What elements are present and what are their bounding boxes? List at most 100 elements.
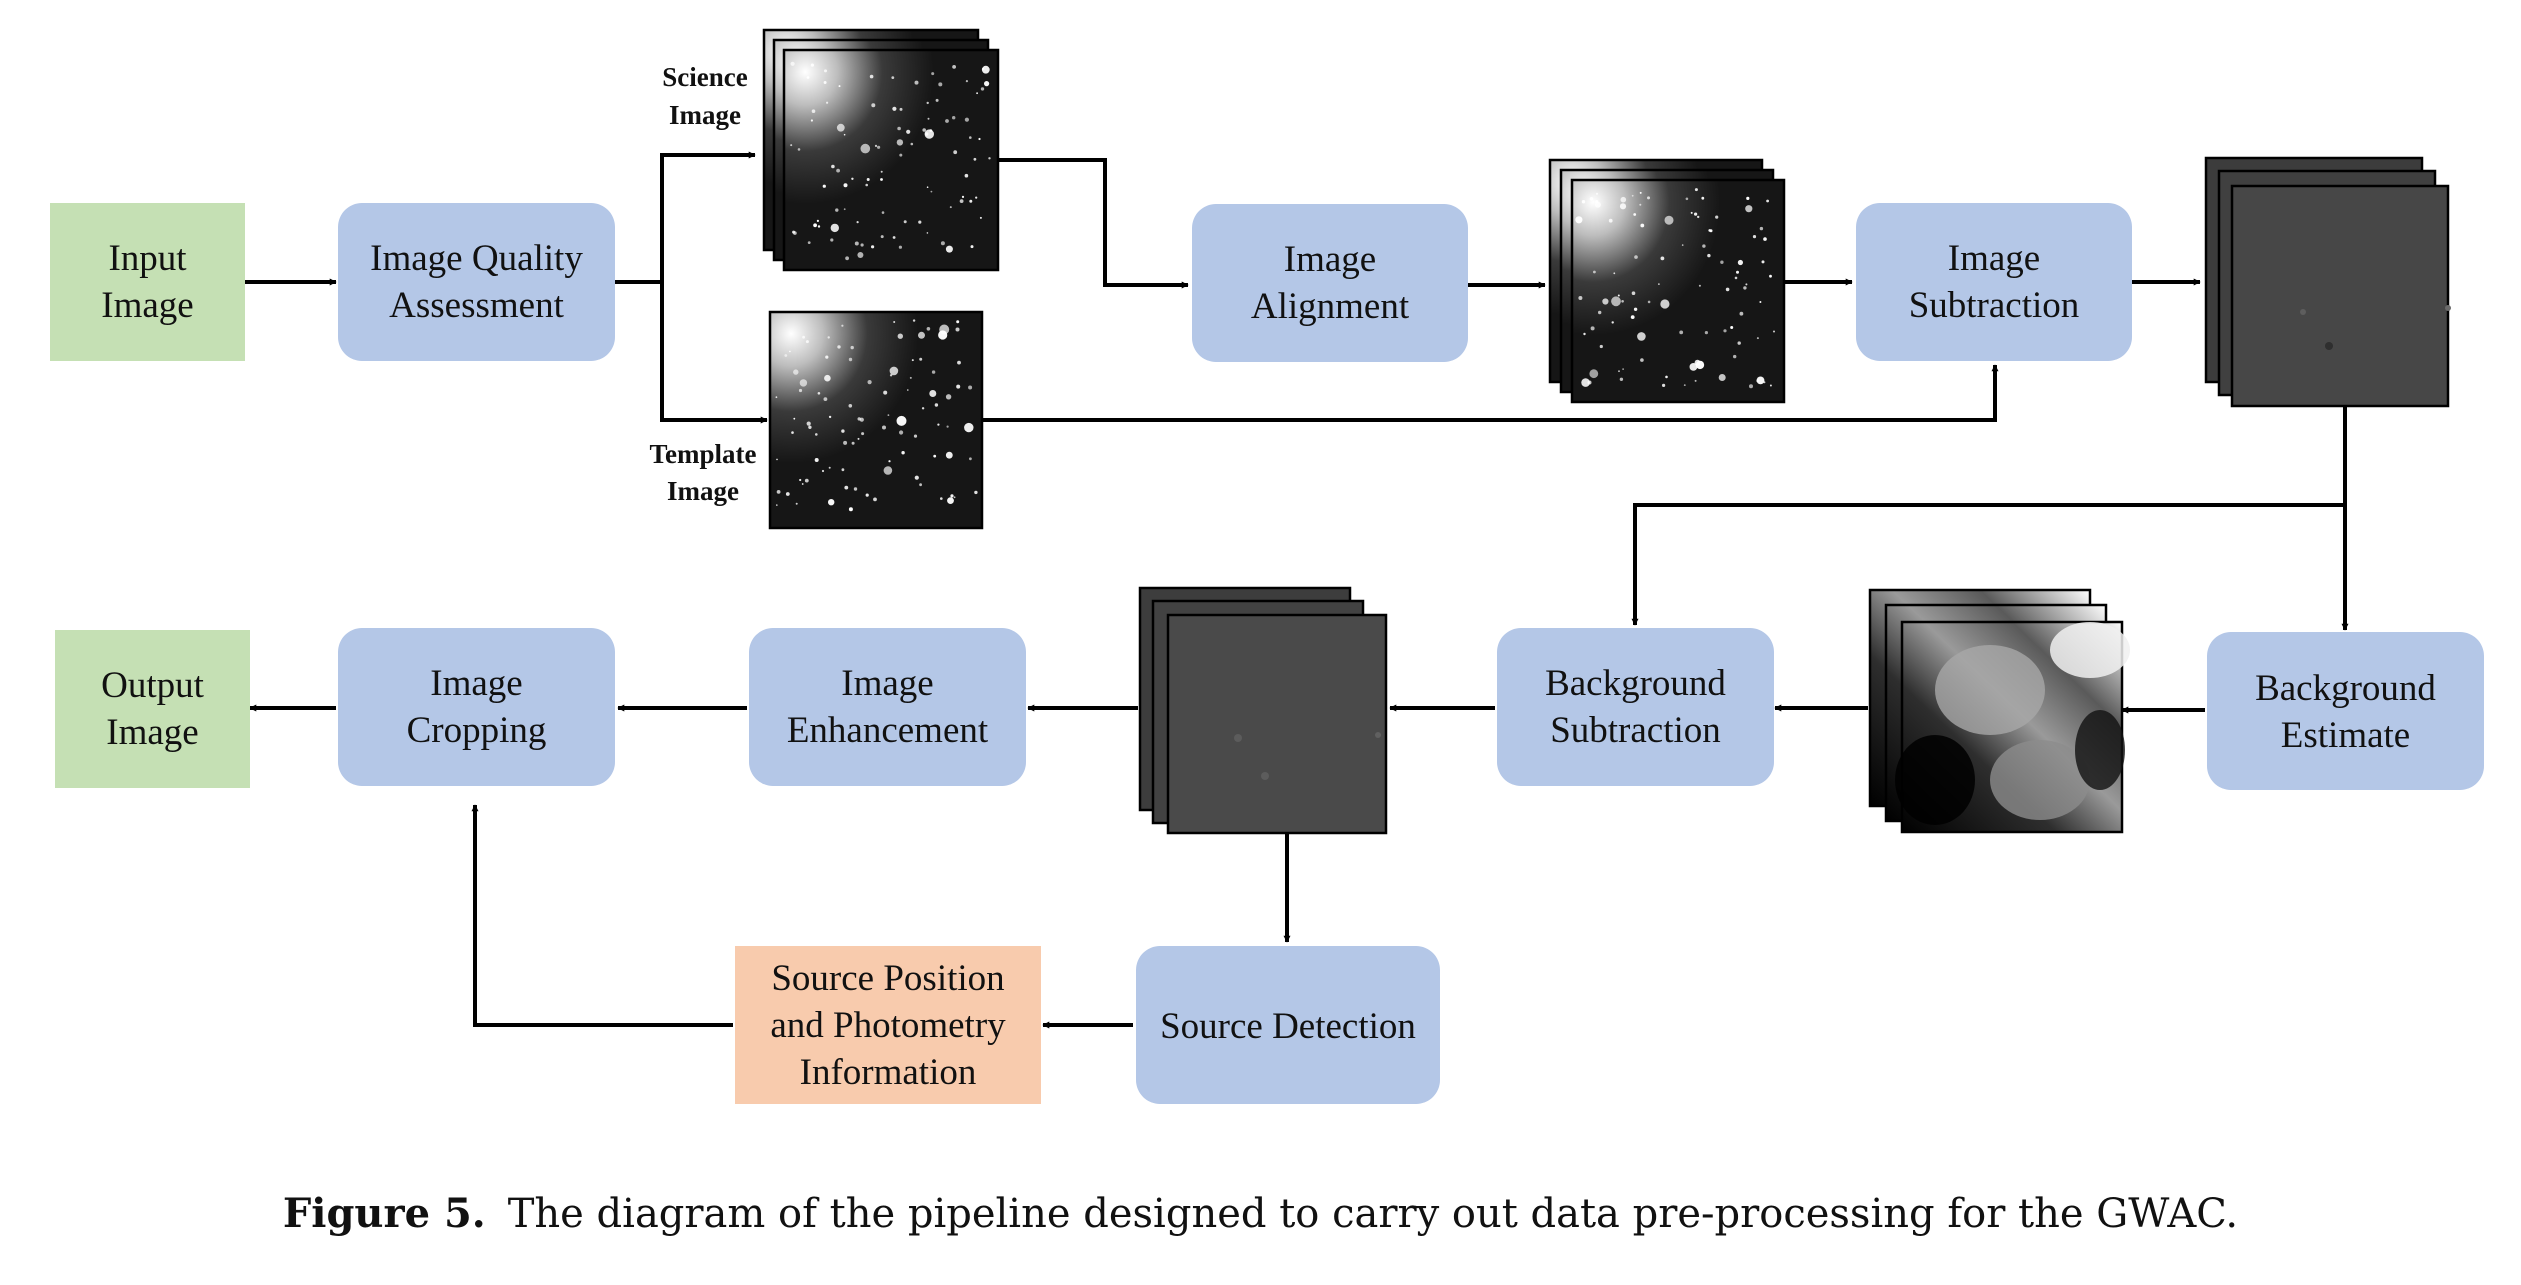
star-dot bbox=[848, 507, 853, 512]
star-dot bbox=[841, 429, 845, 433]
star-dot bbox=[950, 494, 954, 498]
star-dot bbox=[854, 241, 859, 246]
star-dot bbox=[926, 186, 929, 188]
star-dot bbox=[912, 319, 916, 322]
star-dot bbox=[826, 101, 829, 104]
star-dot bbox=[861, 432, 865, 436]
star-dot bbox=[968, 385, 973, 390]
star-dot bbox=[947, 497, 954, 504]
star-dot bbox=[1763, 237, 1767, 241]
star-dot bbox=[1773, 330, 1775, 333]
star-dot bbox=[797, 148, 801, 151]
star-dot bbox=[1665, 375, 1668, 379]
star-dot bbox=[927, 117, 930, 120]
star-dot bbox=[1647, 300, 1651, 304]
science-image-label-2: Image bbox=[669, 100, 741, 130]
star-dot bbox=[1633, 213, 1637, 216]
star-dot bbox=[1689, 363, 1698, 371]
star-dot bbox=[937, 423, 940, 426]
star-dot bbox=[831, 164, 835, 169]
star-dot bbox=[843, 133, 846, 136]
star-dot bbox=[823, 81, 827, 84]
star-dot bbox=[792, 230, 796, 234]
arrow-position-to-cropping bbox=[471, 804, 733, 1027]
star-dot bbox=[1590, 326, 1595, 331]
science-image-label-1: Science bbox=[662, 62, 747, 92]
star-dot bbox=[776, 458, 778, 461]
star-dot bbox=[938, 82, 943, 87]
star-dot bbox=[892, 106, 897, 111]
star-dot bbox=[1630, 315, 1635, 319]
star-dot bbox=[857, 252, 864, 258]
star-dot bbox=[1701, 196, 1705, 200]
template-image bbox=[768, 310, 984, 530]
image-enhancement-label-2: Enhancement bbox=[787, 710, 989, 751]
star-dot bbox=[914, 475, 919, 480]
star-dot bbox=[880, 170, 883, 173]
star-dot bbox=[1581, 200, 1586, 204]
star-dot bbox=[940, 241, 945, 246]
input-image-label-2: Image bbox=[101, 285, 193, 326]
star-dot bbox=[1620, 196, 1627, 203]
star-dot bbox=[883, 390, 888, 395]
star-dot bbox=[1745, 283, 1748, 286]
star-dot bbox=[1640, 358, 1644, 362]
background-subtracted-stack bbox=[1138, 586, 1388, 835]
star-dot bbox=[848, 357, 853, 362]
star-dot bbox=[883, 466, 893, 475]
connectors bbox=[245, 151, 2349, 1029]
star-dot bbox=[1734, 276, 1738, 280]
star-dot bbox=[1639, 191, 1642, 194]
star-dot bbox=[918, 331, 925, 339]
star-dot bbox=[934, 403, 939, 407]
star-dot bbox=[1708, 229, 1711, 232]
star-dot bbox=[1769, 274, 1772, 278]
star-dot bbox=[776, 504, 778, 506]
star-dot bbox=[1759, 226, 1764, 231]
aligned-image-stars bbox=[1575, 188, 1775, 389]
star-dot bbox=[1745, 205, 1753, 213]
star-dot bbox=[1589, 197, 1594, 201]
source-position-label-3: Information bbox=[800, 1052, 977, 1093]
star-dot bbox=[1720, 260, 1724, 264]
star-dot bbox=[1608, 218, 1613, 223]
source-position-label-1: Source Position bbox=[771, 958, 1004, 999]
star-dot bbox=[939, 324, 950, 335]
star-dot bbox=[871, 245, 875, 249]
star-dot bbox=[1695, 360, 1705, 370]
star-dot bbox=[893, 321, 896, 323]
star-dot bbox=[1664, 215, 1674, 225]
star-dot bbox=[973, 157, 977, 161]
star-dot bbox=[1599, 344, 1603, 349]
star-dot bbox=[1694, 212, 1698, 216]
output-image-box: Output Image bbox=[55, 630, 250, 788]
star-dot bbox=[814, 458, 819, 462]
star-dot bbox=[850, 345, 854, 350]
star-dot bbox=[845, 256, 849, 261]
star-dot bbox=[964, 422, 974, 433]
star-dot bbox=[1743, 286, 1747, 290]
star-dot bbox=[790, 61, 795, 66]
star-dot bbox=[841, 324, 844, 327]
star-dot bbox=[867, 380, 872, 385]
star-dot bbox=[1725, 287, 1730, 292]
star-dot bbox=[1602, 298, 1609, 305]
star-dot bbox=[969, 457, 972, 461]
star-dot bbox=[1633, 307, 1638, 311]
star-dot bbox=[857, 417, 861, 421]
star-dot bbox=[1619, 377, 1624, 381]
star-dot bbox=[822, 184, 826, 188]
star-dot bbox=[964, 117, 970, 122]
star-dot bbox=[926, 327, 931, 331]
star-dot bbox=[1631, 194, 1634, 197]
star-dot bbox=[1679, 330, 1684, 335]
star-dot bbox=[961, 195, 965, 198]
star-dot bbox=[959, 199, 964, 204]
star-dot bbox=[1698, 284, 1701, 287]
star-dot bbox=[828, 466, 831, 469]
star-dot bbox=[1737, 341, 1741, 345]
star-dot bbox=[815, 433, 818, 436]
star-dot bbox=[1694, 188, 1698, 192]
star-dot bbox=[1660, 299, 1670, 309]
star-dot bbox=[799, 379, 808, 387]
